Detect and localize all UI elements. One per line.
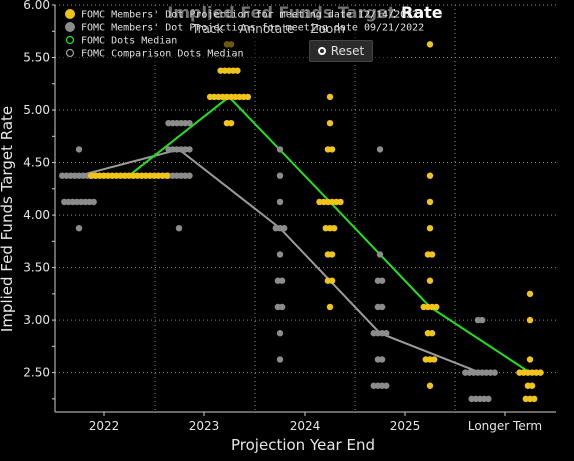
reset-label: Reset: [330, 44, 365, 58]
zoom-tool[interactable]: Zoom: [310, 22, 345, 36]
comparison-dot: [378, 303, 386, 311]
x-tick-label: 2022: [89, 419, 120, 433]
comparison-dot: [75, 224, 83, 232]
comparison-dot: [90, 198, 97, 206]
projection-dot: [531, 395, 538, 403]
projection-dots: [59, 41, 544, 403]
comparison-dot: [478, 316, 486, 324]
y-tick-label: 6.00: [23, 0, 50, 12]
comparison-dot: [75, 146, 83, 153]
projection-dot: [328, 146, 336, 153]
y-tick-label: 3.00: [23, 313, 50, 327]
projection-dot: [326, 119, 334, 127]
y-tick-label: 2.50: [23, 366, 50, 380]
reset-icon: [317, 47, 326, 55]
track-tool[interactable]: Track: [192, 22, 224, 36]
comparison-dot: [278, 303, 286, 311]
projection-dot: [526, 316, 534, 324]
y-tick-label: 5.50: [23, 51, 50, 65]
legend-label: FOMC Dots Median: [81, 36, 177, 47]
comparison-dot: [383, 330, 390, 337]
projection-dot: [328, 251, 336, 258]
projection-dot: [426, 382, 434, 389]
y-tick-label: 5.00: [23, 103, 50, 117]
comparison-dot: [278, 277, 286, 284]
comparison-median-line: [78, 148, 481, 374]
projection-dot: [426, 198, 434, 206]
projection-dot: [431, 356, 438, 363]
comparison-dot: [378, 277, 386, 284]
legend-marker: [65, 48, 75, 58]
comparison-dot: [376, 146, 384, 153]
projection-dot: [328, 277, 336, 284]
axes: Implied Fed Funds Target Rate Projection…: [0, 0, 556, 454]
x-tick-label: Longer Term: [468, 419, 542, 433]
projection-dot: [426, 224, 434, 232]
comparison-dot: [276, 251, 284, 258]
projection-dot: [526, 290, 534, 298]
comparison-dot: [276, 330, 284, 337]
x-axis-title: Projection Year End: [231, 436, 375, 454]
annotate-tool[interactable]: Annotate: [239, 22, 295, 36]
y-axis-title: Implied Fed Funds Target Rate: [0, 106, 16, 332]
comparison-dot: [378, 356, 386, 363]
legend-label: FOMC Members' Dot Projections for meetin…: [81, 23, 424, 34]
comparison-dot: [276, 356, 284, 363]
projection-dot: [426, 172, 434, 179]
x-tick-label: 2025: [390, 419, 421, 433]
comparison-dot: [186, 172, 193, 179]
comparison-dot: [376, 251, 384, 258]
comparison-dot: [276, 198, 284, 206]
y-tick-label: 3.50: [23, 261, 50, 275]
y-tick-label: 4.00: [23, 208, 50, 222]
legend-marker: [65, 9, 75, 19]
comparison-dot: [175, 224, 183, 232]
legend-label: FOMC Members' Dot Projection for meeting…: [81, 10, 418, 21]
legend-label: FOMC Comparison Dots Median: [81, 49, 244, 60]
gridlines: [55, 4, 556, 412]
legend-marker: [65, 35, 75, 45]
comparison-dot: [485, 395, 492, 403]
median-line: [128, 95, 531, 374]
comparison-dot: [186, 146, 193, 153]
projection-dot: [234, 67, 241, 74]
comparison-dot: [186, 119, 193, 127]
projection-dot: [227, 119, 235, 127]
chart-toolbar: Track Annotate Zoom: [192, 22, 382, 36]
median-lines: [78, 95, 531, 374]
comparison-dot: [491, 369, 498, 376]
comparison-dot: [276, 172, 284, 179]
projection-dot: [326, 303, 334, 311]
legend-marker: [65, 22, 75, 32]
projection-dot: [326, 93, 334, 101]
x-tick-label: 2023: [189, 419, 220, 433]
projection-dot: [433, 303, 440, 311]
projection-dot: [528, 382, 536, 389]
reset-button[interactable]: Reset: [309, 40, 373, 62]
projection-dot: [428, 251, 436, 258]
projection-dot: [163, 172, 170, 179]
y-tick-label: 4.50: [23, 156, 50, 170]
comparison-dot: [383, 382, 390, 389]
projection-dot: [426, 277, 434, 284]
projection-dot: [337, 198, 344, 206]
projection-dot: [426, 41, 434, 48]
projection-dot: [526, 356, 534, 363]
projection-dot: [428, 330, 436, 337]
x-tick-label: 2024: [290, 419, 321, 433]
projection-dot: [537, 369, 544, 376]
projection-dot: [244, 93, 252, 101]
comparison-dot: [276, 146, 284, 153]
comparison-dot: [281, 224, 288, 232]
projection-dot: [331, 224, 338, 232]
